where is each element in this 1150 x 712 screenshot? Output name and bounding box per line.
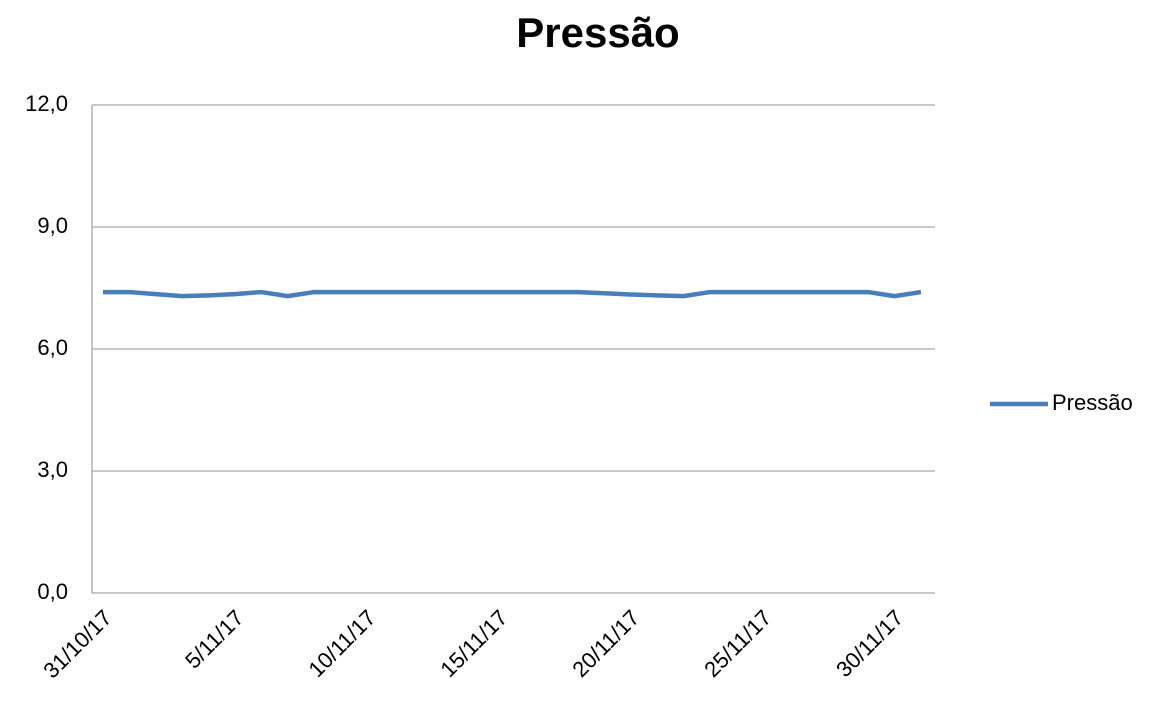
data-line xyxy=(103,289,922,299)
x-tick-label: 10/11/17 xyxy=(303,605,380,682)
y-tick-label: 3,0 xyxy=(37,457,68,482)
x-tick-label: 20/11/17 xyxy=(567,605,644,682)
y-tick-label: 12,0 xyxy=(25,91,68,116)
y-tick-label: 0,0 xyxy=(37,579,68,604)
x-tick-label: 5/11/17 xyxy=(180,605,248,673)
x-tick-label: 30/11/17 xyxy=(831,605,908,682)
x-tick-label: 25/11/17 xyxy=(699,605,776,682)
chart-title: Pressão xyxy=(516,9,679,56)
x-tick-label: 31/10/17 xyxy=(38,605,116,683)
y-tick-label: 6,0 xyxy=(37,335,68,360)
x-tick-label: 15/11/17 xyxy=(435,605,512,682)
legend-label: Pressão xyxy=(1052,390,1133,415)
y-tick-label: 9,0 xyxy=(37,213,68,238)
